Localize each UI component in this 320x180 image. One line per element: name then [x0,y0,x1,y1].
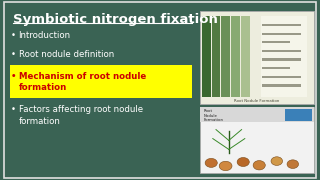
Text: •: • [11,50,16,59]
Text: •: • [11,31,16,40]
Text: •: • [11,72,17,81]
Ellipse shape [237,158,249,166]
FancyBboxPatch shape [262,33,301,35]
FancyBboxPatch shape [285,109,312,121]
Text: Introduction: Introduction [19,31,71,40]
Text: Root Nodule Formation: Root Nodule Formation [234,99,279,103]
FancyBboxPatch shape [262,24,301,26]
FancyBboxPatch shape [200,107,314,173]
Text: Factors affecting root nodule
formation: Factors affecting root nodule formation [19,105,143,126]
FancyBboxPatch shape [262,41,291,43]
FancyBboxPatch shape [261,16,307,97]
Ellipse shape [205,158,217,167]
FancyBboxPatch shape [231,16,240,97]
Text: •: • [11,105,16,114]
FancyBboxPatch shape [10,65,192,98]
FancyBboxPatch shape [262,76,301,78]
FancyBboxPatch shape [262,67,291,69]
Text: Root nodule definition: Root nodule definition [19,50,114,59]
FancyBboxPatch shape [200,107,314,122]
FancyBboxPatch shape [262,84,301,87]
FancyBboxPatch shape [241,16,250,97]
Text: Symbiotic nitrogen fixation: Symbiotic nitrogen fixation [13,14,218,26]
FancyBboxPatch shape [202,16,211,97]
FancyBboxPatch shape [262,58,301,61]
Ellipse shape [253,161,265,170]
Ellipse shape [287,160,299,168]
Text: Mechanism of root nodule
formation: Mechanism of root nodule formation [19,72,146,93]
Text: Root
Nodule
Formation: Root Nodule Formation [203,109,223,122]
FancyBboxPatch shape [221,16,230,97]
FancyBboxPatch shape [200,11,314,104]
FancyBboxPatch shape [262,50,301,52]
Ellipse shape [219,161,232,171]
Ellipse shape [271,157,283,165]
FancyBboxPatch shape [212,16,220,97]
